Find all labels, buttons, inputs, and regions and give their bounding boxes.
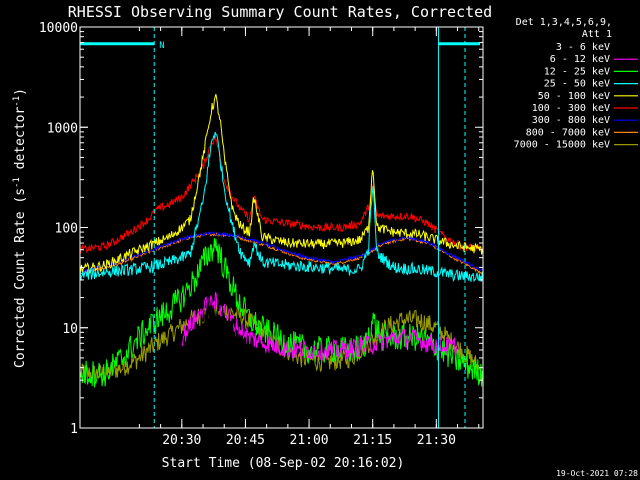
y-axis-label: Corrected Count Rate (s-1 detector-1) — [12, 88, 28, 368]
x-axis-label: Start Time (08-Sep-02 20:16:02) — [162, 456, 405, 471]
legend-label-4: 50 - 100 keV — [538, 91, 610, 102]
legend-label-7: 800 - 7000 keV — [526, 127, 610, 138]
series-line-4 — [79, 94, 483, 275]
y-label-sup-1: -1 — [12, 177, 22, 188]
y-label-sup-2: -1 — [12, 96, 22, 107]
series-line-3 — [79, 131, 483, 283]
y-label-part-1: Corrected Count Rate (s — [13, 188, 28, 368]
x-tick-label-2: 21:00 — [290, 433, 329, 448]
legend-label-6: 300 - 800 keV — [532, 115, 610, 126]
y-tick-label-4: 10000 — [39, 21, 78, 36]
y-tick-label-2: 100 — [55, 222, 78, 237]
legend-label-8: 7000 - 15000 keV — [514, 140, 610, 151]
series-line-0 — [130, 289, 441, 430]
legend-label-1: 6 - 12 keV — [550, 54, 610, 65]
legend-header-1: Att 1 — [582, 29, 612, 40]
x-tick-label-1: 20:45 — [226, 433, 265, 448]
x-tick-label-3: 21:15 — [353, 433, 392, 448]
y-label-part-3: ) — [13, 88, 28, 96]
footer-date: 19-Oct-2021 07:28 — [556, 469, 638, 478]
x-tick-label-0: 20:30 — [162, 433, 201, 448]
y-tick-label-1: 10 — [62, 322, 78, 337]
legend-label-0: 3 - 6 keV — [556, 42, 610, 53]
legend-label-2: 12 - 25 keV — [544, 66, 610, 77]
x-tick-label-4: 21:30 — [417, 433, 456, 448]
series-line-6 — [79, 231, 483, 274]
series-line-2 — [79, 238, 483, 388]
annotation-n: N — [159, 41, 164, 51]
y-label-part-2: detector — [13, 107, 28, 178]
chart-title: RHESSI Observing Summary Count Rates, Co… — [68, 3, 492, 21]
plot-area: N 1 10 100 1000 10000 20:30 20:45 21:00 21:15 21:3… — [39, 21, 484, 448]
series-line-5 — [79, 134, 483, 254]
y-tick-label-0: 1 — [70, 422, 78, 437]
legend-label-3: 25 - 50 keV — [544, 79, 610, 90]
y-tick-label-3: 1000 — [47, 121, 78, 136]
series-line-1 — [181, 291, 458, 362]
legend-label-5: 100 - 300 keV — [532, 103, 610, 114]
legend-header-0: Det 1,3,4,5,6,9, — [516, 17, 612, 28]
